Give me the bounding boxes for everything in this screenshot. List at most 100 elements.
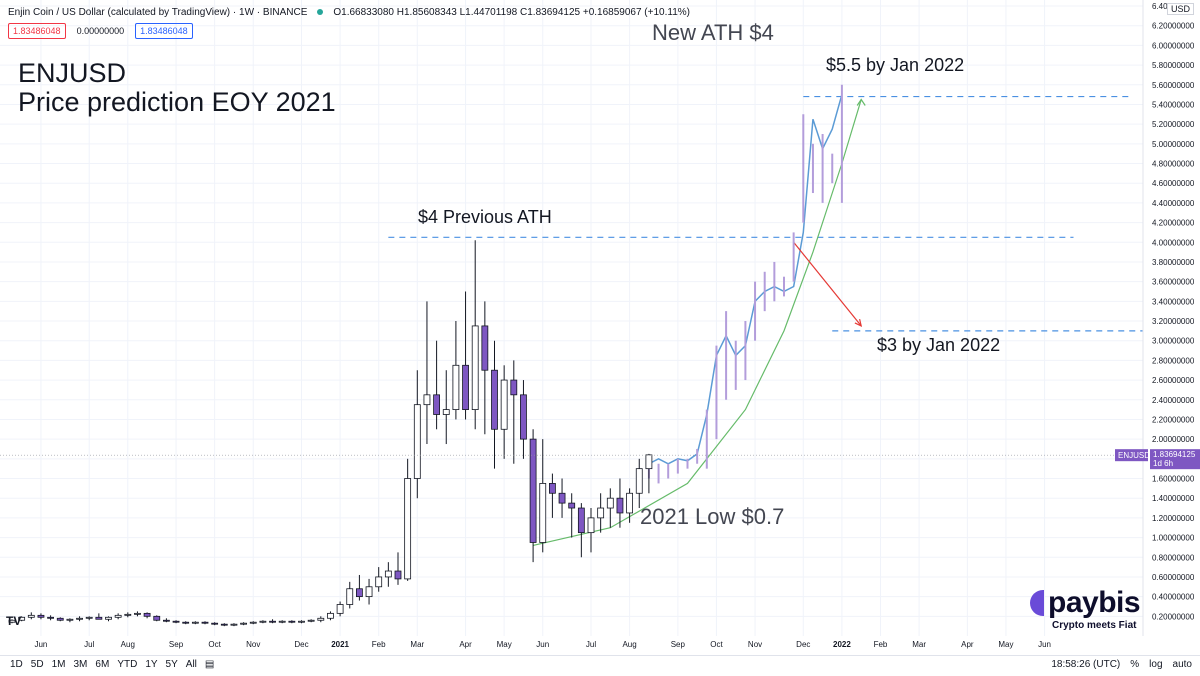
range-5d[interactable]: 5D: [30, 659, 44, 670]
candle-body: [249, 621, 257, 624]
price-tick-label: 4.60000000: [1152, 179, 1195, 188]
clock-time[interactable]: 18:58:26 (UTC): [1051, 659, 1121, 670]
candle: [568, 493, 576, 538]
price-tick-label: 5.40000000: [1152, 100, 1195, 109]
time-axis[interactable]: Jun Jul Aug Sep Oct Nov Dec 2021 Feb Mar Apr May Jun…: [34, 640, 1051, 649]
price-tick-label: 4.00000000: [1152, 238, 1195, 247]
candle-body: [384, 570, 392, 578]
tradingview-logo[interactable]: TV: [6, 614, 21, 628]
ohlc-values: O1.66833080 H1.85608343 L1.44701198 C1.8…: [333, 6, 690, 18]
range-ytd[interactable]: YTD: [117, 659, 138, 670]
price-axis[interactable]: 0.20000000 0.40000000 0.60000000 0.80000000…: [1142, 0, 1200, 655]
paybis-logo-icon: [1030, 590, 1044, 616]
price-tick-label: 4.80000000: [1152, 160, 1195, 169]
candle: [18, 616, 26, 622]
range-all[interactable]: All: [185, 659, 197, 670]
date-range-icon[interactable]: ▤: [204, 659, 215, 670]
candle-body: [365, 586, 373, 598]
candle: [462, 291, 469, 420]
candle: [336, 601, 344, 617]
time-tick-label: Apr: [961, 640, 974, 649]
candle-body: [510, 379, 518, 396]
log-toggle[interactable]: log: [1149, 659, 1163, 670]
candle: [240, 622, 248, 626]
range-6m[interactable]: 6M: [95, 659, 110, 670]
candle: [143, 612, 151, 619]
candle: [529, 429, 537, 563]
candle: [452, 321, 460, 420]
candle: [162, 618, 170, 623]
candle: [539, 439, 547, 553]
value-pill-1: 1.83486048: [8, 23, 66, 39]
candle: [423, 301, 431, 445]
bottom-right-controls: 18:58:26 (UTC) % log auto: [1051, 659, 1192, 670]
annotation-new-ath: New ATH $4: [652, 20, 774, 45]
candle: [66, 618, 74, 623]
annotation-2021-low: 2021 Low $0.7: [640, 504, 784, 529]
time-tick-label: Jul: [586, 640, 596, 649]
last-price-countdown: 1d 6h: [1153, 459, 1173, 468]
time-tick-label: 2021: [331, 640, 349, 649]
time-tick-label: Apr: [459, 640, 472, 649]
price-tick-label: 3.60000000: [1152, 278, 1195, 287]
overlay-curves: [532, 94, 866, 547]
price-tick-label: 3.20000000: [1152, 317, 1195, 326]
time-tick-label: 2022: [833, 640, 851, 649]
price-tick-label: 1.60000000: [1152, 475, 1195, 484]
range-1y[interactable]: 1Y: [145, 659, 158, 670]
candle-body: [577, 507, 585, 534]
red-arrowhead: [854, 318, 863, 327]
auto-toggle[interactable]: auto: [1172, 659, 1192, 670]
range-5y[interactable]: 5Y: [165, 659, 178, 670]
symbol-title[interactable]: Enjin Coin / US Dollar (calculated by Tr…: [8, 6, 308, 18]
candle-body: [134, 612, 141, 615]
candle-body: [549, 483, 556, 494]
annotation-target-high: $5.5 by Jan 2022: [826, 55, 964, 75]
time-tick-label: May: [998, 640, 1013, 649]
candle-body: [211, 622, 219, 625]
candle-body: [317, 617, 325, 621]
candle-body: [95, 616, 103, 620]
time-tick-label: Aug: [121, 640, 135, 649]
title-line2: Price prediction EOY 2021: [18, 87, 336, 117]
time-tick-label: Feb: [874, 640, 888, 649]
time-tick-label: Jul: [84, 640, 94, 649]
candle: [259, 620, 267, 624]
candle: [220, 623, 228, 627]
candle: [558, 478, 566, 518]
candle-body: [606, 497, 614, 509]
range-1d[interactable]: 1D: [10, 659, 23, 670]
candle-body: [635, 468, 643, 494]
candle-body: [307, 619, 315, 622]
candle-body: [269, 620, 276, 623]
candle-body: [8, 619, 16, 623]
range-3m[interactable]: 3M: [73, 659, 88, 670]
candle-body: [153, 615, 161, 621]
time-tick-label: Feb: [372, 640, 386, 649]
red-arrow: [793, 241, 862, 327]
paybis-tagline: Crypto meets Fiat: [1052, 620, 1137, 631]
candle: [134, 611, 141, 617]
price-tick-label: 1.00000000: [1152, 534, 1195, 543]
candle: [616, 478, 624, 528]
candle: [481, 301, 489, 435]
candle: [626, 488, 633, 523]
price-tick-label: 4.40000000: [1152, 199, 1195, 208]
range-1m[interactable]: 1M: [51, 659, 66, 670]
candle-body: [462, 364, 469, 410]
price-tick-label: 6.20000000: [1152, 22, 1195, 31]
candle-body: [114, 614, 122, 618]
price-tick-label: 0.80000000: [1152, 553, 1195, 562]
time-tick-label: Dec: [294, 640, 308, 649]
title-line1: ENJUSD: [18, 58, 126, 88]
percent-toggle[interactable]: %: [1130, 659, 1140, 670]
currency-selector[interactable]: USD: [1166, 3, 1194, 15]
candle-body: [645, 454, 653, 470]
time-tick-label: Nov: [246, 640, 260, 649]
price-tick-label: 1.40000000: [1152, 494, 1195, 503]
candle: [394, 552, 402, 585]
candle: [549, 473, 556, 518]
price-tick-label: 2.00000000: [1152, 435, 1195, 444]
last-price-value: 1.83694125: [1153, 450, 1196, 459]
